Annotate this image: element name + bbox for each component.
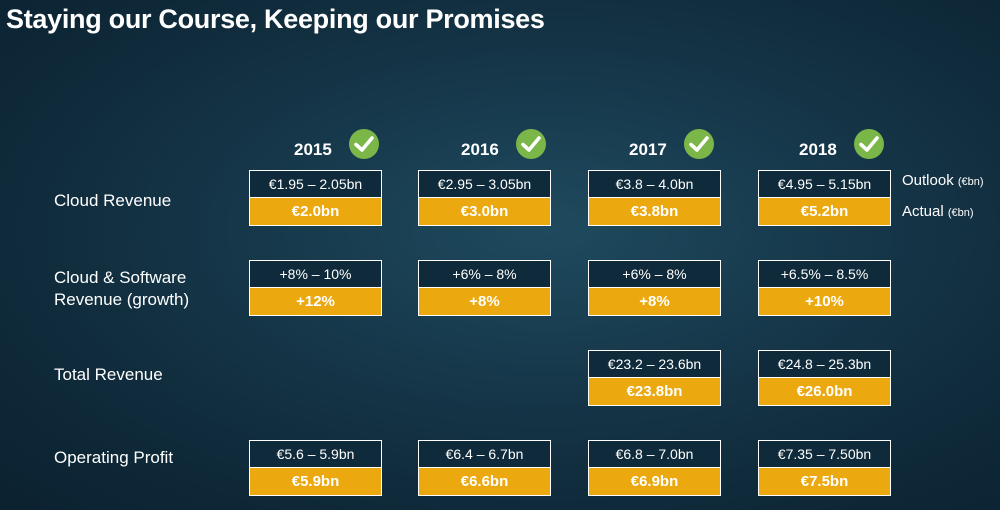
outlook-value: €23.2 – 23.6bn [588,350,721,377]
check-circle-icon [684,129,714,159]
actual-value: €23.8bn [588,377,721,406]
cloud-revenue-2016-cell: €2.95 – 3.05bn €3.0bn [418,170,551,226]
outlook-value: €3.8 – 4.0bn [588,170,721,197]
row-label-cloud-software-revenue: Cloud & Software Revenue (growth) [54,267,189,311]
operating-profit-2015-cell: €5.6 – 5.9bn €5.9bn [249,440,382,496]
year-header-2015: 2015 [258,128,418,168]
cloud-software-growth-2018-cell: +6.5% – 8.5% +10% [758,260,891,316]
cloud-software-growth-2016-cell: +6% – 8% +8% [418,260,551,316]
outlook-value: €6.4 – 6.7bn [418,440,551,467]
actual-value: +8% [418,287,551,316]
actual-value: +10% [758,287,891,316]
operating-profit-2018-cell: €7.35 – 7.50bn €7.5bn [758,440,891,496]
row-label-line: Cloud Revenue [54,191,172,210]
cloud-software-growth-2017-cell: +6% – 8% +8% [588,260,721,316]
actual-legend-text: Actual [902,203,944,220]
total-revenue-2017-cell: €23.2 – 23.6bn €23.8bn [588,350,721,406]
year-label: 2016 [461,140,499,159]
row-label-cloud-revenue: Cloud Revenue [54,190,171,212]
outlook-value: €2.95 – 3.05bn [418,170,551,197]
actual-value: €7.5bn [758,467,891,496]
outlook-value: €6.8 – 7.0bn [588,440,721,467]
cloud-revenue-2017-cell: €3.8 – 4.0bn €3.8bn [588,170,721,226]
year-header-2017: 2017 [593,128,753,168]
year-header-2018: 2018 [763,128,923,168]
check-circle-icon [349,129,379,159]
outlook-legend-unit: (€bn) [957,176,984,188]
outlook-value: +6.5% – 8.5% [758,260,891,287]
outlook-value: +6% – 8% [418,260,551,287]
actual-value: €6.6bn [418,467,551,496]
check-circle-icon [854,129,884,159]
outlook-value: +8% – 10% [249,260,382,287]
outlook-value: €1.95 – 2.05bn [249,170,382,197]
row-label-line: Cloud & Software [54,268,187,287]
actual-value: €6.9bn [588,467,721,496]
actual-legend-unit: (€bn) [947,207,974,219]
outlook-legend-label: Outlook (€bn) [902,172,984,189]
total-revenue-2018-cell: €24.8 – 25.3bn €26.0bn [758,350,891,406]
year-label: 2018 [799,140,837,159]
operating-profit-2017-cell: €6.8 – 7.0bn €6.9bn [588,440,721,496]
operating-profit-2016-cell: €6.4 – 6.7bn €6.6bn [418,440,551,496]
actual-value: €26.0bn [758,377,891,406]
outlook-value: €5.6 – 5.9bn [249,440,382,467]
actual-value: €2.0bn [249,197,382,226]
actual-value: €3.8bn [588,197,721,226]
year-label: 2017 [629,140,667,159]
actual-value: €3.0bn [418,197,551,226]
check-circle-icon [516,129,546,159]
actual-value: €5.9bn [249,467,382,496]
cloud-revenue-2015-cell: €1.95 – 2.05bn €2.0bn [249,170,382,226]
cloud-revenue-2018-cell: €4.95 – 5.15bn €5.2bn [758,170,891,226]
actual-value: +12% [249,287,382,316]
actual-value: +8% [588,287,721,316]
outlook-legend-text: Outlook [902,172,954,189]
actual-value: €5.2bn [758,197,891,226]
year-header-2016: 2016 [425,128,585,168]
row-label-total-revenue: Total Revenue [54,364,163,386]
outlook-value: +6% – 8% [588,260,721,287]
outlook-value: €4.95 – 5.15bn [758,170,891,197]
row-label-operating-profit: Operating Profit [54,447,173,469]
row-label-line: Operating Profit [54,448,174,467]
outlook-value: €7.35 – 7.50bn [758,440,891,467]
outlook-value: €24.8 – 25.3bn [758,350,891,377]
page-title: Staying our Course, Keeping our Promises [6,4,545,34]
row-label-line: Total Revenue [54,365,163,384]
row-label-line: Revenue (growth) [54,290,190,309]
cloud-software-growth-2015-cell: +8% – 10% +12% [249,260,382,316]
year-label: 2015 [294,140,332,159]
actual-legend-label: Actual (€bn) [902,203,974,220]
